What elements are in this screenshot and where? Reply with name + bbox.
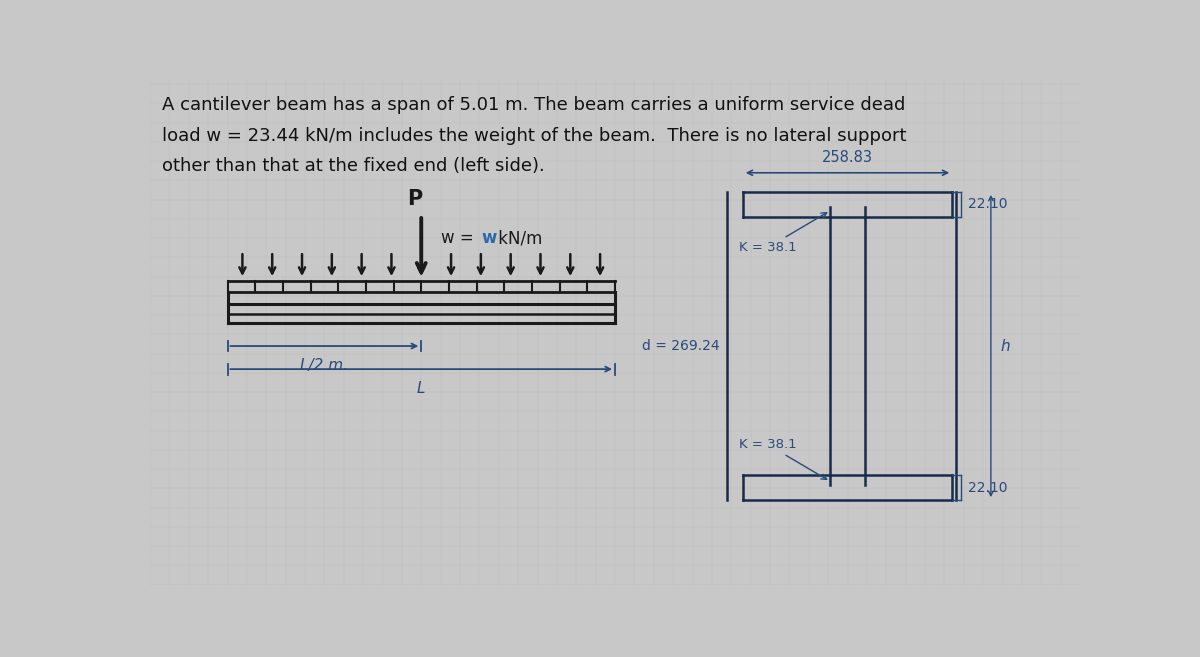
Text: kN/m: kN/m xyxy=(493,229,542,247)
Text: K = 38.1: K = 38.1 xyxy=(739,438,827,480)
Text: A cantilever beam has a span of 5.01 m. The beam carries a uniform service dead: A cantilever beam has a span of 5.01 m. … xyxy=(162,96,905,114)
Text: h: h xyxy=(1000,338,1010,353)
Text: L/2 m.: L/2 m. xyxy=(300,357,348,373)
Text: P: P xyxy=(408,189,422,209)
Text: load w = 23.44 kN/m includes the weight of the beam.  There is no lateral suppor: load w = 23.44 kN/m includes the weight … xyxy=(162,127,906,145)
Text: w =: w = xyxy=(440,229,479,247)
Text: K = 38.1: K = 38.1 xyxy=(739,213,827,254)
Text: 22.10: 22.10 xyxy=(967,481,1007,495)
Text: d = 269.24: d = 269.24 xyxy=(642,339,720,353)
Text: other than that at the fixed end (left side).: other than that at the fixed end (left s… xyxy=(162,158,545,175)
Text: L: L xyxy=(418,380,426,396)
Text: w: w xyxy=(481,229,497,247)
Text: 22.10: 22.10 xyxy=(967,197,1007,212)
Text: 258.83: 258.83 xyxy=(822,150,874,165)
